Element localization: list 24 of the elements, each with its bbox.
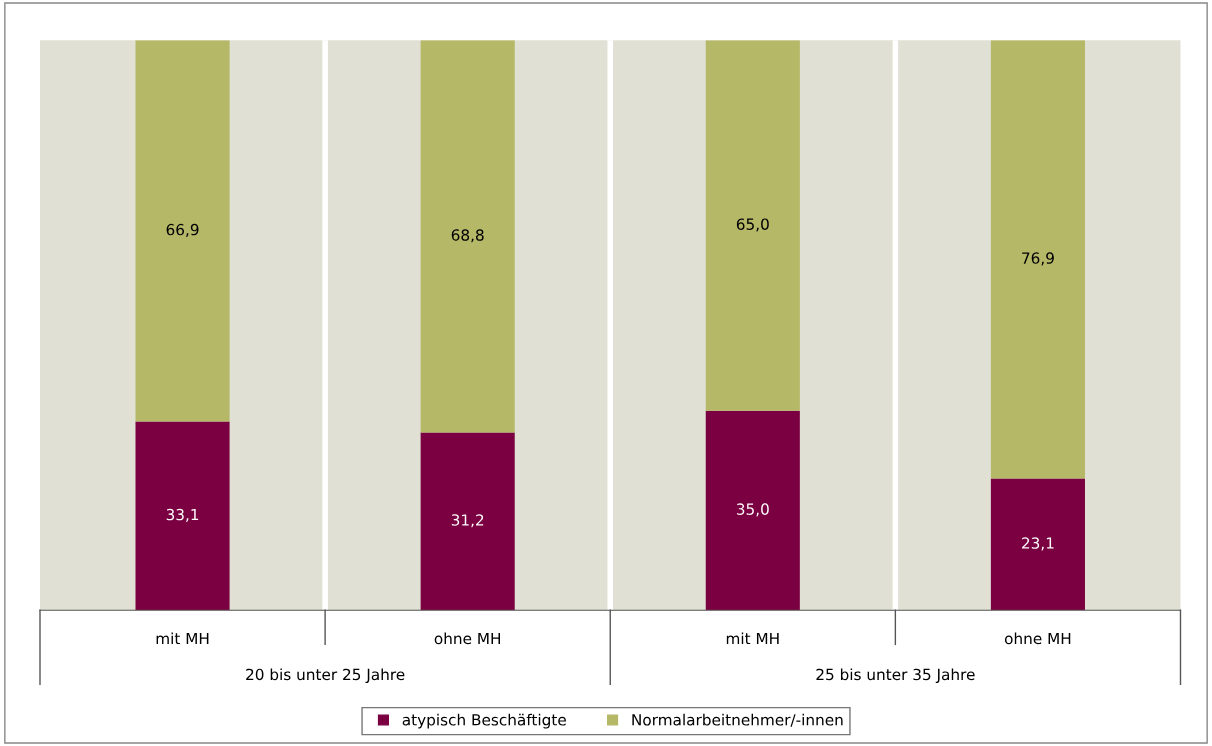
text: 20 bis unter 25 Jahre xyxy=(246,668,405,684)
text: 25 bis unter 35 Jahre xyxy=(816,668,975,684)
data-label: 76,9 xyxy=(1022,252,1054,266)
x-tick-label: mit MH xyxy=(156,632,209,645)
bar xyxy=(705,410,800,611)
bar xyxy=(990,40,1085,479)
bar xyxy=(420,40,515,433)
x-tick-label: ohne MH xyxy=(434,632,500,645)
data-label: 33,1 xyxy=(166,508,199,522)
data-label: 68,8 xyxy=(451,229,484,243)
bar xyxy=(990,478,1085,611)
data-label: 65,0 xyxy=(736,218,769,232)
x-tick-label: ohne MH xyxy=(1004,632,1071,645)
bar xyxy=(135,421,230,611)
data-label: 66,9 xyxy=(166,223,199,237)
x-tick-label: mit MH xyxy=(726,632,779,645)
data-label: 35,0 xyxy=(736,503,769,517)
legend-label: atypisch Beschäftigte xyxy=(402,713,566,729)
bar xyxy=(705,40,800,411)
data-label: 31,2 xyxy=(451,514,484,528)
bar xyxy=(420,432,515,611)
legend-label: Normalarbeitnehmer/-innen xyxy=(632,713,843,727)
bar xyxy=(135,40,230,422)
data-label: 23,1 xyxy=(1022,537,1054,551)
